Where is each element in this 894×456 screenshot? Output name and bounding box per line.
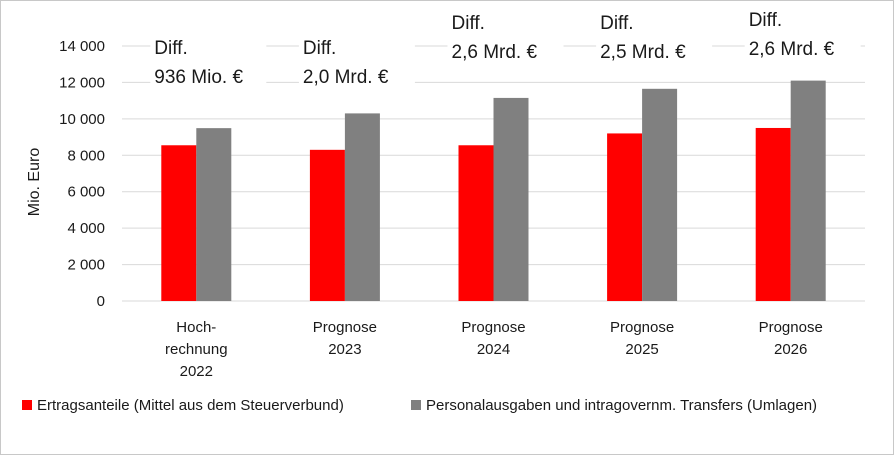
difference-annotation: Diff. 2,0 Mrd. € [303, 38, 389, 88]
bar-personalausgaben [790, 80, 826, 301]
x-category-label: Prognose 2026 [759, 319, 823, 358]
y-axis-label: Mio. Euro [26, 148, 43, 217]
y-tick-label: 8 000 [67, 147, 105, 164]
legend: Ertragsanteile (Mittel aus dem Steuerver… [22, 397, 817, 414]
bar-personalausgaben [196, 128, 232, 301]
legend-swatch [22, 400, 32, 410]
legend-entry-label: Personalausgaben und intragovernm. Trans… [426, 397, 817, 414]
legend-swatch [411, 400, 421, 410]
bar-personalausgaben [642, 88, 678, 301]
y-axis-tick-labels: 0 2 000 4 000 6 000 8 000 10 000 12 000 14 000 [59, 38, 105, 310]
bar-ertragsanteile [607, 133, 643, 301]
bar-personalausgaben [344, 113, 380, 302]
y-tick-label: 14 000 [59, 38, 105, 55]
bar-ertragsanteile [161, 145, 197, 301]
y-tick-label: 0 [97, 293, 105, 310]
bar-ertragsanteile [309, 149, 345, 301]
difference-annotation: Diff. 2,6 Mrd. € [749, 10, 835, 60]
y-tick-label: 2 000 [67, 257, 105, 274]
y-tick-label: 6 000 [67, 184, 105, 201]
y-tick-label: 12 000 [59, 74, 105, 91]
bar-ertragsanteile [458, 145, 494, 301]
y-tick-label: 4 000 [67, 220, 105, 237]
bar-personalausgaben [493, 97, 529, 302]
x-axis-category-labels: Hoch-rechnung 2022 Prognose 2023 Prognose 202… [165, 319, 823, 380]
x-category-label: Hoch-rechnung 2022 [165, 319, 228, 380]
difference-annotation: Diff. 936 Mio. € [154, 38, 243, 88]
x-category-label: Prognose 2023 [313, 319, 377, 358]
legend-entry-label: Ertragsanteile (Mittel aus dem Steuerver… [37, 397, 344, 414]
difference-annotation: Diff. 2,5 Mrd. € [600, 13, 686, 63]
annotation-background [298, 35, 415, 91]
difference-annotations: Diff. 936 Mio. € Diff. 2,0 Mrd. € Diff. 2,6 M… [150, 7, 861, 91]
annotation-background [744, 7, 861, 63]
annotation-background [447, 10, 564, 66]
x-category-label: Prognose 2024 [461, 319, 525, 358]
x-category-label: Prognose 2025 [610, 319, 674, 358]
difference-annotation: Diff. 2,6 Mrd. € [452, 13, 538, 63]
annotation-background [596, 10, 713, 66]
bars [161, 80, 826, 302]
bar-ertragsanteile [755, 127, 791, 301]
y-tick-label: 10 000 [59, 111, 105, 128]
annotation-background [150, 35, 267, 91]
